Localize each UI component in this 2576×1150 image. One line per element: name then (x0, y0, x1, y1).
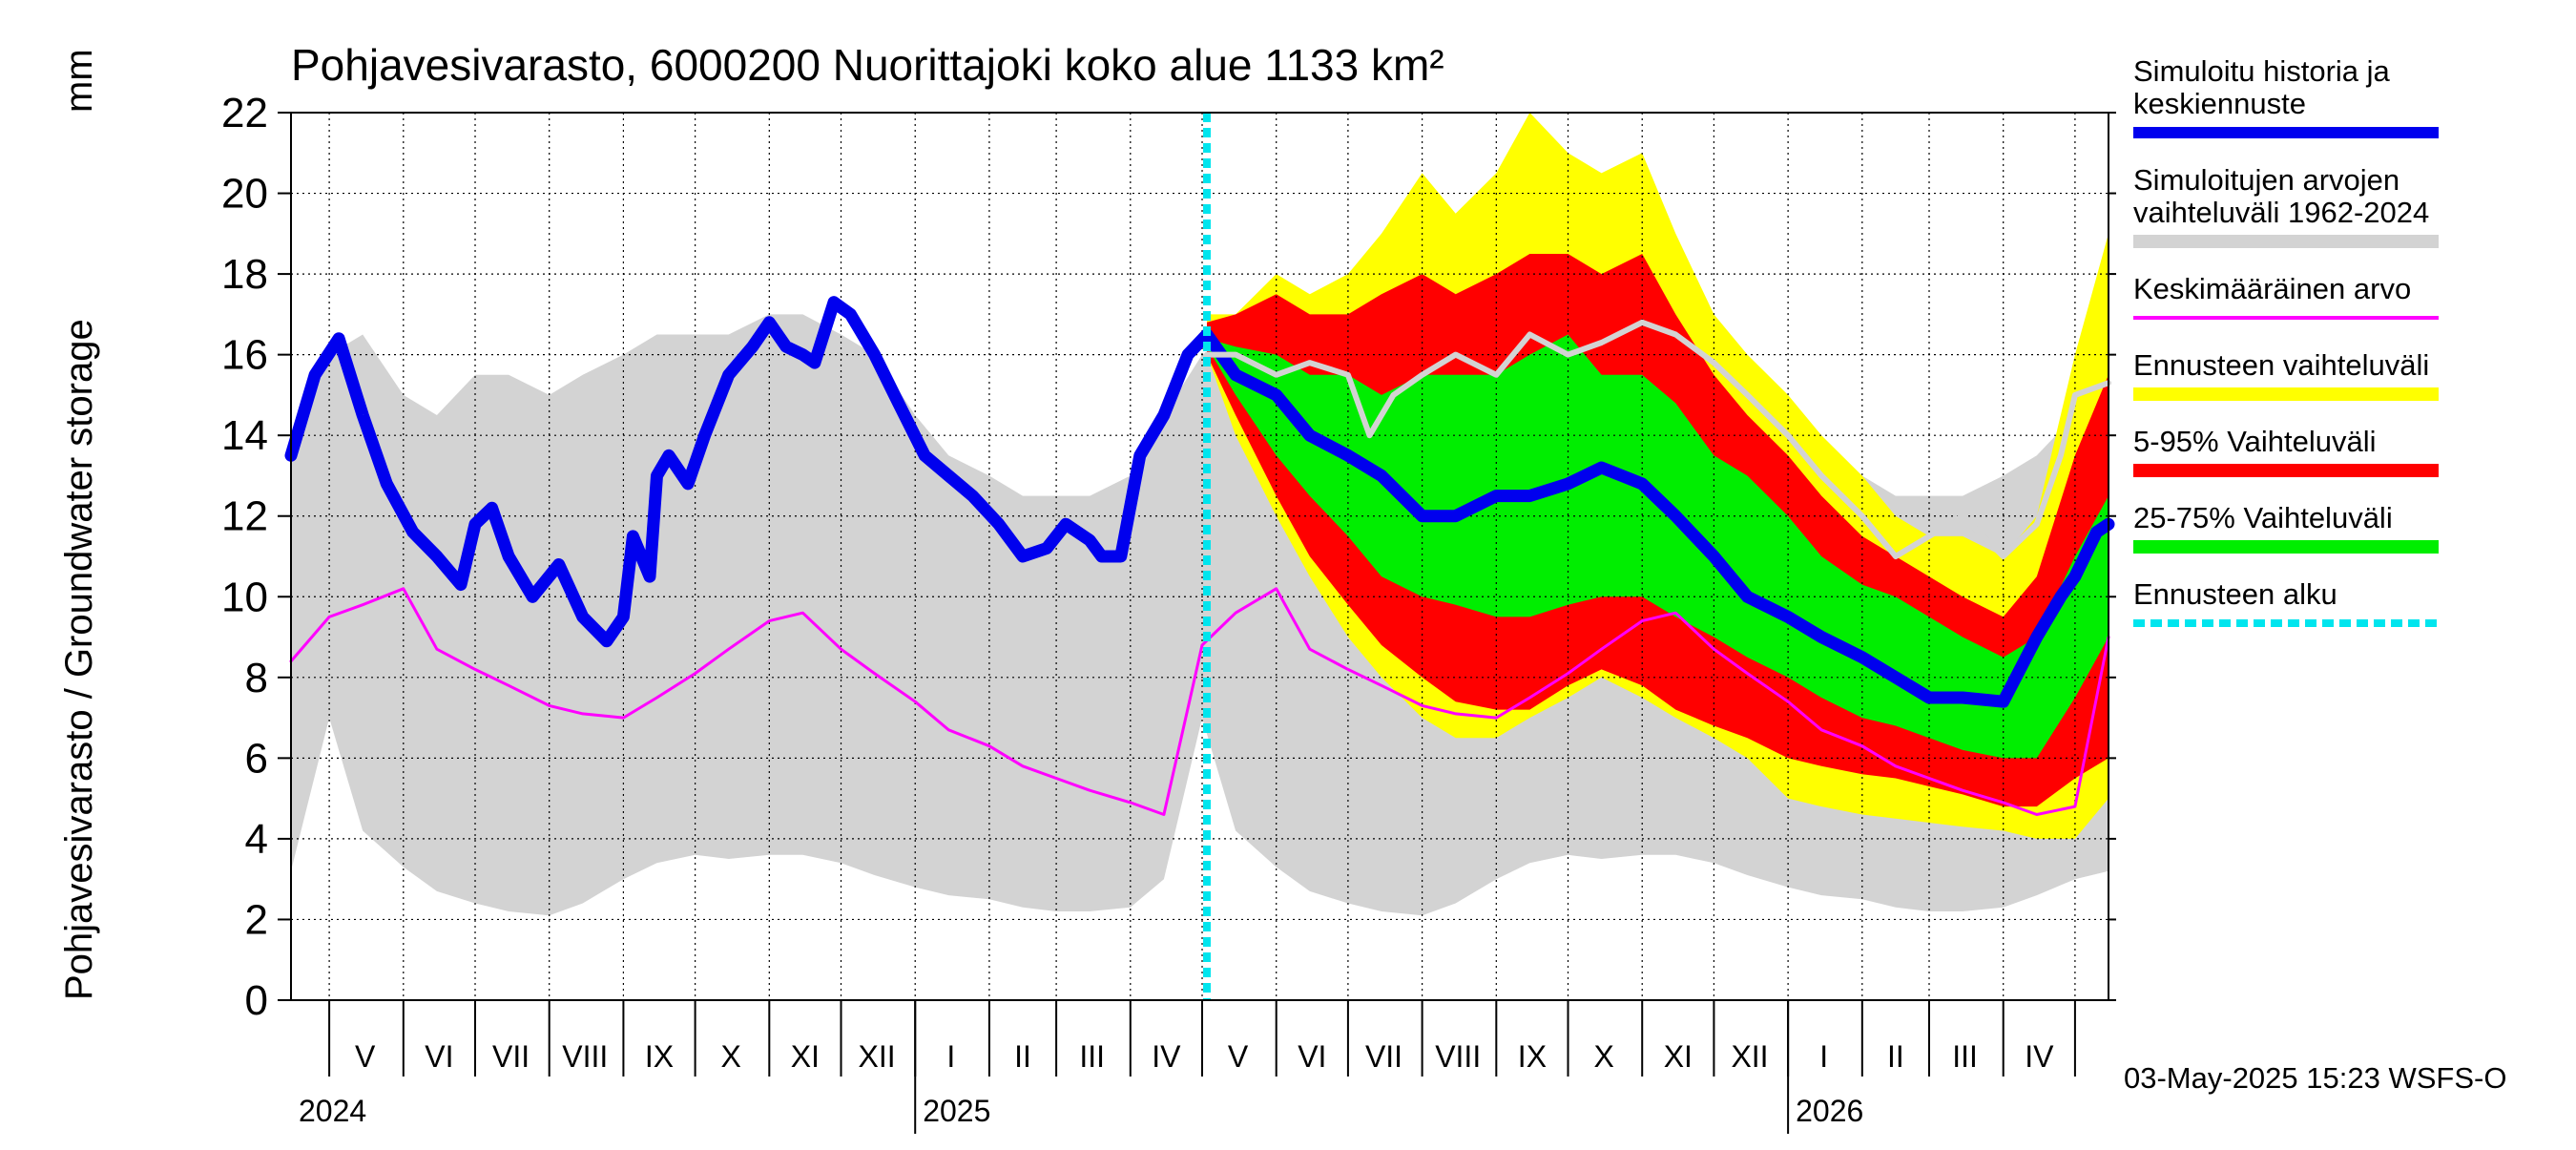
x-month-label-7: XII (859, 1039, 896, 1074)
x-month-label-6: XI (791, 1039, 820, 1074)
x-month-label-9: II (1014, 1039, 1031, 1074)
plot-frame (290, 112, 2109, 1001)
y-tick-label-20: 20 (221, 171, 268, 218)
chart-title: Pohjavesivarasto, 6000200 Nuorittajoki k… (291, 40, 1444, 90)
x-month-label-1: VI (425, 1039, 453, 1074)
x-month-label-10: III (1079, 1039, 1105, 1074)
y-tick-label-16: 16 (221, 332, 268, 379)
legend-label-5: 25-75% Vaihteluväli (2133, 501, 2393, 534)
x-year-label-2026: 2026 (1796, 1094, 1863, 1128)
x-month-label-11: IV (1152, 1039, 1181, 1074)
footer-timestamp: 03-May-2025 15:23 WSFS-O (2124, 1061, 2506, 1095)
grid-layer (291, 112, 2109, 1000)
legend-label-2: Keskimääräinen arvo (2133, 272, 2411, 305)
x-year-label-2024: 2024 (299, 1094, 366, 1128)
lines-layer (284, 113, 2115, 1000)
x-month-label-17: X (1593, 1039, 1613, 1074)
x-month-label-12: V (1228, 1039, 1249, 1074)
legend-label-0: Simuloitu historia ja keskiennuste (2133, 54, 2391, 120)
x-month-label-23: IV (2025, 1039, 2054, 1074)
legend-label-line: Simuloitu historia ja (2133, 54, 2391, 88)
legend-label-6: Ennusteen alku (2133, 577, 2337, 611)
x-month-label-18: XI (1664, 1039, 1693, 1074)
x-month-label-2: VII (492, 1039, 530, 1074)
y-tick-label-10: 10 (221, 574, 268, 620)
line-keskim-r-inen-arvo (289, 587, 2110, 816)
y-axis-label: Pohjavesivarasto / Groundwater storage (58, 319, 100, 1000)
x-month-label-8: I (946, 1039, 955, 1074)
y-tick-label-12: 12 (221, 493, 268, 540)
x-month-label-3: VIII (562, 1039, 608, 1074)
x-month-label-14: VII (1365, 1039, 1402, 1074)
legend-label-4: 5-95% Vaihteluväli (2133, 425, 2376, 458)
y-tick-label-0: 0 (245, 977, 268, 1024)
bands-layer (291, 113, 2109, 916)
x-month-label-22: III (1952, 1039, 1978, 1074)
x-year-label-2025: 2025 (923, 1094, 990, 1128)
x-month-label-4: IX (645, 1039, 674, 1074)
legend-label-line: vaihteluväli 1962-2024 (2133, 196, 2429, 229)
y-tick-label-14: 14 (221, 412, 268, 459)
x-month-label-19: XII (1731, 1039, 1768, 1074)
legend-label-1: Simuloitujen arvojen vaihteluväli 1962-20… (2133, 163, 2429, 229)
y-tick-label-8: 8 (245, 655, 268, 701)
line-simuloitu-historia-ja-keskiennuste (284, 296, 2115, 708)
legend-label-line: 5-95% Vaihteluväli (2133, 425, 2376, 458)
y-tick-label-2: 2 (245, 896, 268, 943)
legend-label-line: 25-75% Vaihteluväli (2133, 501, 2393, 534)
legend: Simuloitu historia ja keskiennusteSimuloi… (2133, 54, 2439, 627)
legend-label-line: Ennusteen alku (2133, 577, 2337, 611)
y-tick-label-4: 4 (245, 816, 268, 863)
x-month-label-20: I (1819, 1039, 1828, 1074)
y-tick-label-22: 22 (221, 90, 268, 136)
line-simuloitujen-arvojen-keskiennuste-harmaa (1204, 319, 2111, 559)
legend-label-line: keskiennuste (2133, 87, 2306, 120)
x-month-label-21: II (1887, 1039, 1904, 1074)
legend-label-line: Simuloitujen arvojen (2133, 163, 2399, 197)
legend-label-line: Ennusteen vaihteluväli (2133, 348, 2429, 382)
x-month-label-16: IX (1518, 1039, 1547, 1074)
x-month-label-13: VI (1298, 1039, 1326, 1074)
x-month-label-5: X (721, 1039, 741, 1074)
y-axis-unit: mm (58, 49, 100, 113)
legend-label-line: Keskimääräinen arvo (2133, 272, 2411, 305)
y-tick-label-6: 6 (245, 735, 268, 782)
x-month-label-15: VIII (1435, 1039, 1481, 1074)
band-25-75-vaihteluv-li (1207, 334, 2109, 759)
legend-label-3: Ennusteen vaihteluväli (2133, 348, 2429, 382)
x-month-label-0: V (355, 1039, 376, 1074)
y-tick-label-18: 18 (221, 251, 268, 298)
